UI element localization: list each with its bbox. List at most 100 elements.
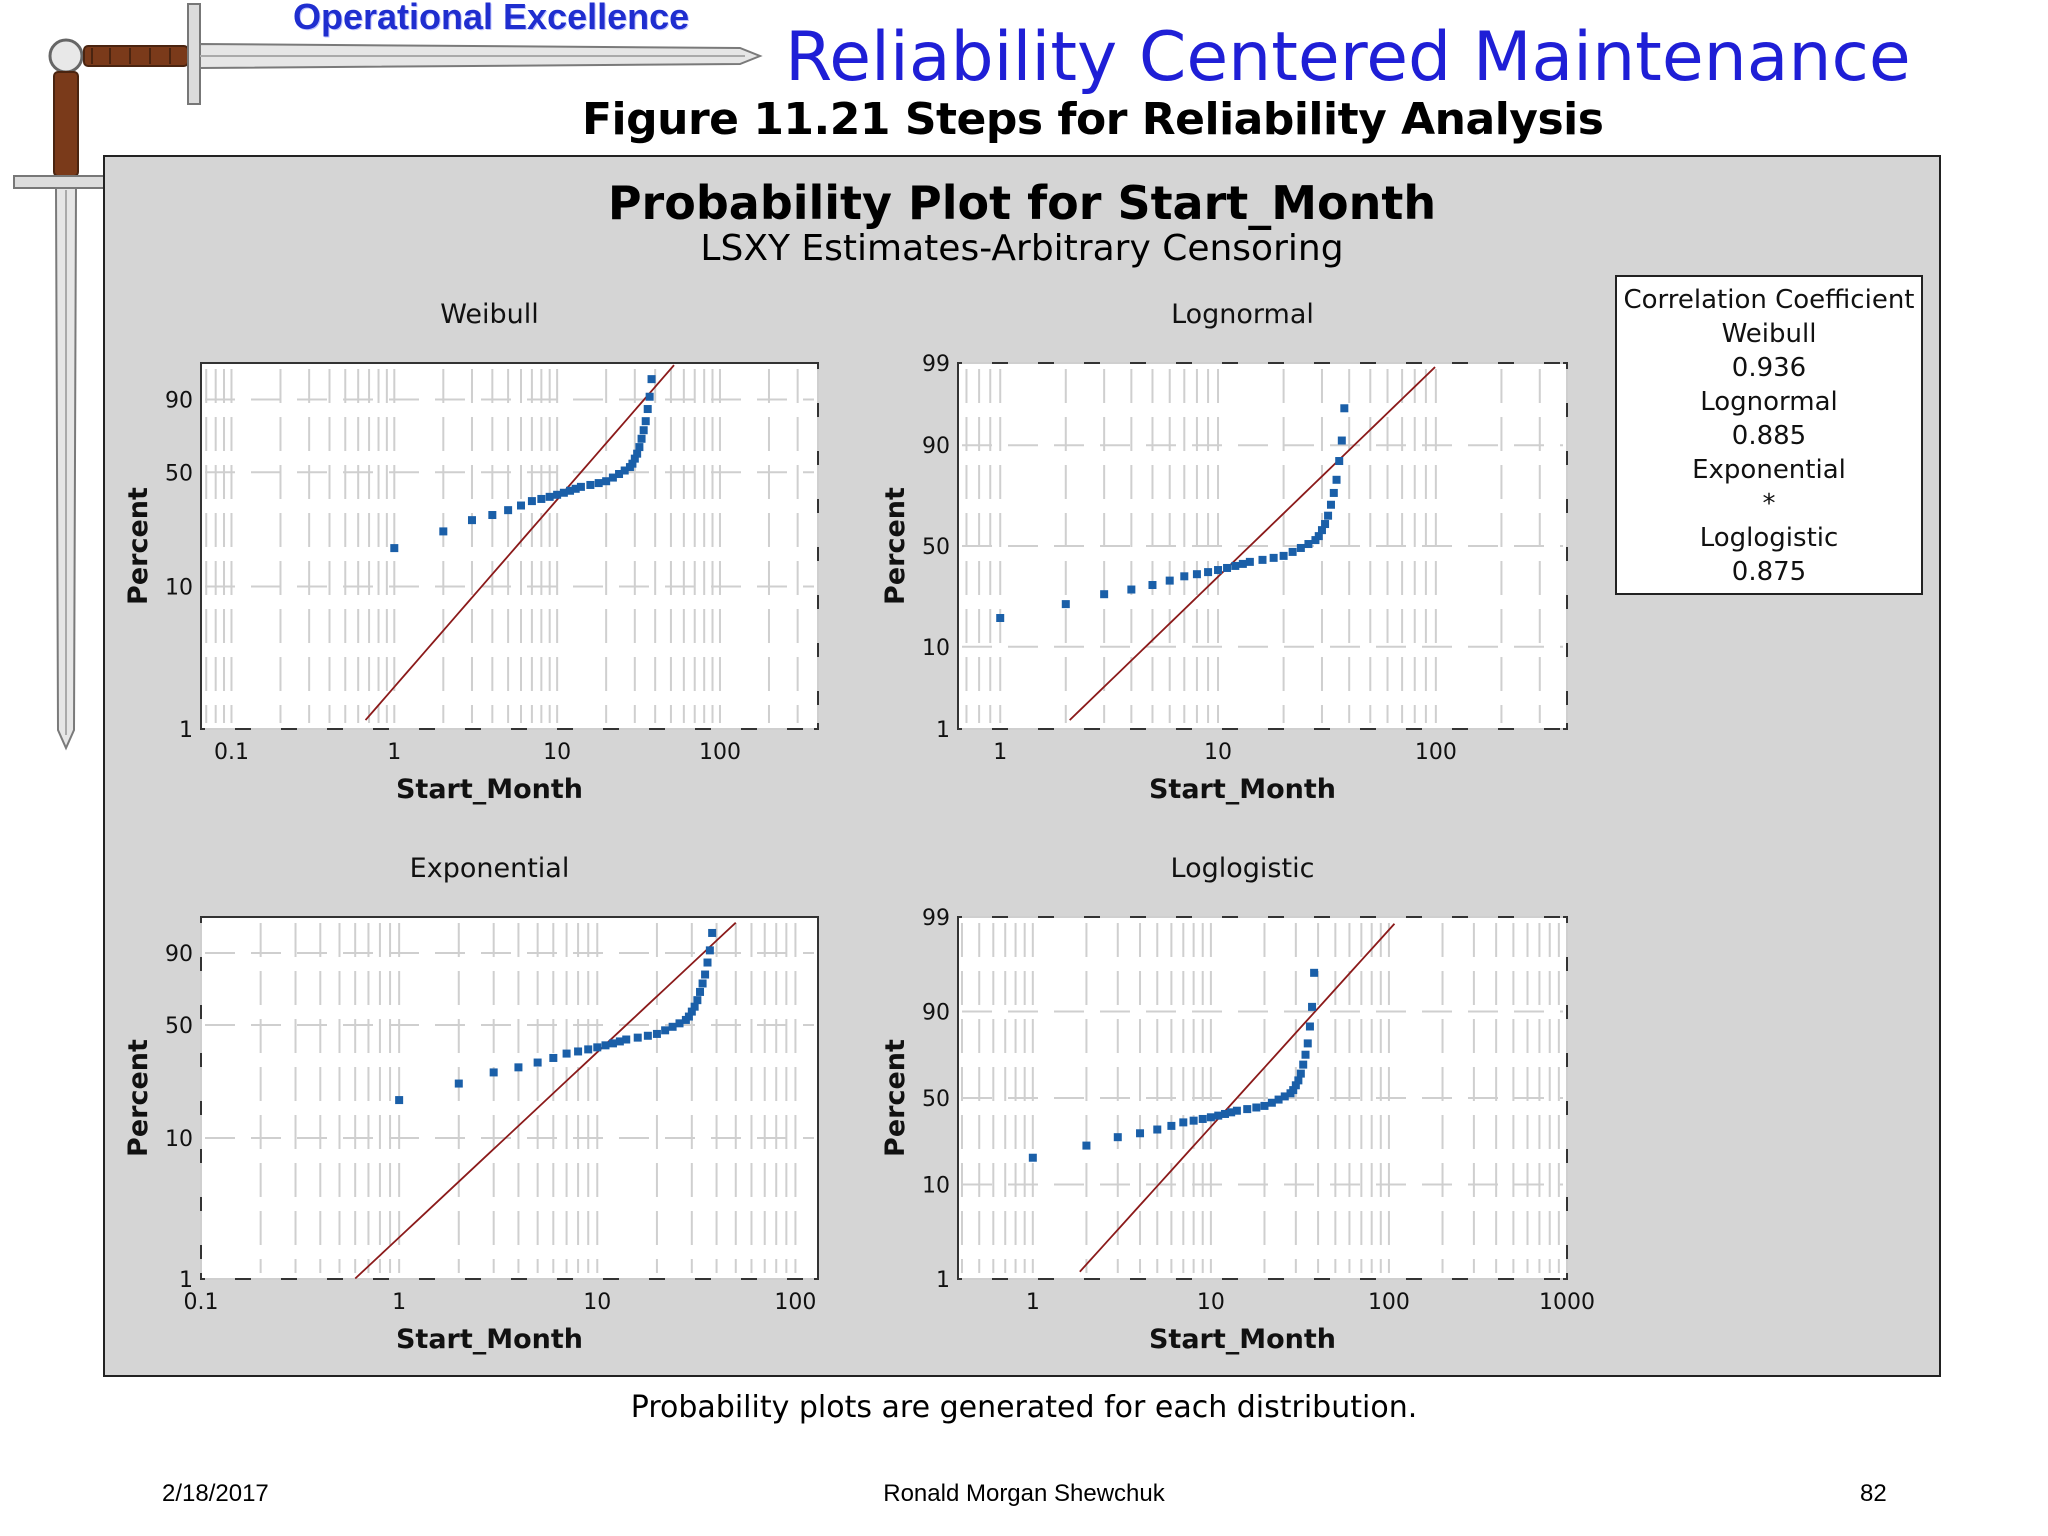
weibull-data-point [630,454,639,463]
lognormal-data-point [1192,570,1201,579]
weibull-y-tick-label: 50 [165,461,193,486]
weibull-data-point [635,443,644,452]
loglogistic-data-point [1294,1076,1303,1085]
lognormal-data-point [1279,551,1288,560]
loglogistic-data-point [1028,1153,1037,1162]
exponential-data-point [608,1039,617,1048]
weibull-data-point [633,449,642,458]
lognormal-data-point [1337,436,1346,445]
loglogistic-data-point [1308,1002,1317,1011]
weibull-x-tick-label: 1 [387,740,401,765]
weibull-data-point [641,417,650,426]
exponential-data-point [549,1053,558,1062]
legend-value-lognormal: 0.885 [1731,421,1807,451]
lognormal-data-point [1340,404,1349,413]
exponential-y-tick-label: 1 [179,1268,193,1293]
lognormal-data-point [1317,526,1326,535]
lognormal-data-point [1321,520,1330,529]
probability-plots: 0.1 1 10 1001105090WeibullStart_MonthPercen… [123,299,1595,1355]
weibull-data-point [390,544,399,553]
chart-subtitle: LSXY Estimates-Arbitrary Censoring [700,228,1344,269]
loglogistic-y-tick-label: 10 [922,1174,950,1199]
weibull-data-point [628,459,637,468]
weibull-data-point [553,490,562,499]
exponential-data-point [696,987,705,996]
exponential-x-tick-label: 0.1 [184,1290,219,1315]
legend-title: Correlation Coefficient [1623,285,1915,315]
loglogistic-data-point [1274,1095,1283,1104]
loglogistic-x-axis-label: Start_Month [1149,1324,1336,1355]
weibull-data-point [504,506,513,515]
weibull-data-point [615,470,624,479]
loglogistic-data-point [1198,1114,1207,1123]
exponential-x-axis-label: Start_Month [396,1324,583,1355]
bottom-caption: Probability plots are generated for each… [630,1390,1418,1425]
weibull-data-point [602,477,611,486]
exponential-data-point [562,1049,571,1058]
legend-value-loglogistic: 0.875 [1731,557,1807,587]
loglogistic-data-point [1301,1050,1310,1059]
exponential-x-tick-label: 10 [583,1290,611,1315]
lognormal-data-point [1269,553,1278,562]
weibull-data-point [467,516,476,525]
figure-caption: Figure 11.21 Steps for Reliability Analy… [582,94,1604,145]
lognormal-data-point [1204,568,1213,577]
lognormal-data-point [1231,561,1240,570]
lognormal-y-tick-label: 1 [936,718,950,743]
exponential-data-point [601,1041,610,1050]
weibull-x-tick-label: 10 [543,740,571,765]
loglogistic-y-tick-label: 99 [922,906,950,931]
loglogistic-data-point [1214,1111,1223,1120]
exponential-data-point [514,1063,523,1072]
legend-name-exponential: Exponential [1692,455,1846,485]
exponential-plot-area [200,916,819,1280]
loglogistic-data-point [1280,1092,1289,1101]
loglogistic-x-tick-label: 100 [1368,1290,1410,1315]
loglogistic-data-point [1303,1039,1312,1048]
exponential-y-axis-label: Percent [123,1039,154,1157]
loglogistic-data-point [1267,1098,1276,1107]
exponential-data-point [675,1019,684,1028]
loglogistic-data-point [1305,1022,1314,1031]
footer-date: 2/18/2017 [162,1480,269,1507]
lognormal-data-point [1329,488,1338,497]
loglogistic-x-tick-label: 1 [1026,1290,1040,1315]
slide-title: Reliability Centered Maintenance [785,18,1911,97]
loglogistic-data-point [1289,1086,1298,1095]
loglogistic-data-point [1260,1101,1269,1110]
exponential-data-point [661,1026,670,1035]
loglogistic-data-point [1082,1141,1091,1150]
legend-value-weibull: 0.936 [1731,353,1807,383]
lognormal-x-tick-label: 100 [1415,740,1457,765]
lognormal-subplot-title: Lognormal [1171,299,1314,330]
lognormal-data-point [1100,590,1109,599]
lognormal-y-axis-label: Percent [880,487,911,605]
loglogistic-data-point [1291,1081,1300,1090]
lognormal-data-point [1245,557,1254,566]
exponential-data-point [593,1043,602,1052]
legend-name-lognormal: Lognormal [1700,387,1838,417]
exponential-data-point [684,1012,693,1021]
lognormal-data-point [1314,532,1323,541]
loglogistic-x-tick-label: 10 [1197,1290,1225,1315]
loglogistic-x-tick-label: 1000 [1539,1290,1595,1315]
legend-value-exponential: * [1762,489,1776,519]
loglogistic-fit-line [1079,923,1396,1273]
weibull-x-tick-label: 100 [699,740,741,765]
loglogistic-data-point [1299,1060,1308,1069]
loglogistic-data-point [1113,1133,1122,1142]
loglogistic-data-point [1296,1069,1305,1078]
exponential-data-point [693,996,702,1005]
lognormal-data-point [1214,566,1223,575]
loglogistic-data-point [1206,1113,1215,1122]
exponential-data-point [705,946,714,955]
lognormal-data-point [1061,600,1070,609]
weibull-subplot-title: Weibull [440,299,538,330]
exponential-data-point [489,1068,498,1077]
weibull-data-point [571,484,580,493]
lognormal-y-tick-label: 99 [922,352,950,377]
lognormal-data-point [1258,555,1267,564]
loglogistic-data-point [1232,1106,1241,1115]
weibull-data-point [559,488,568,497]
exponential-data-point [643,1031,652,1040]
